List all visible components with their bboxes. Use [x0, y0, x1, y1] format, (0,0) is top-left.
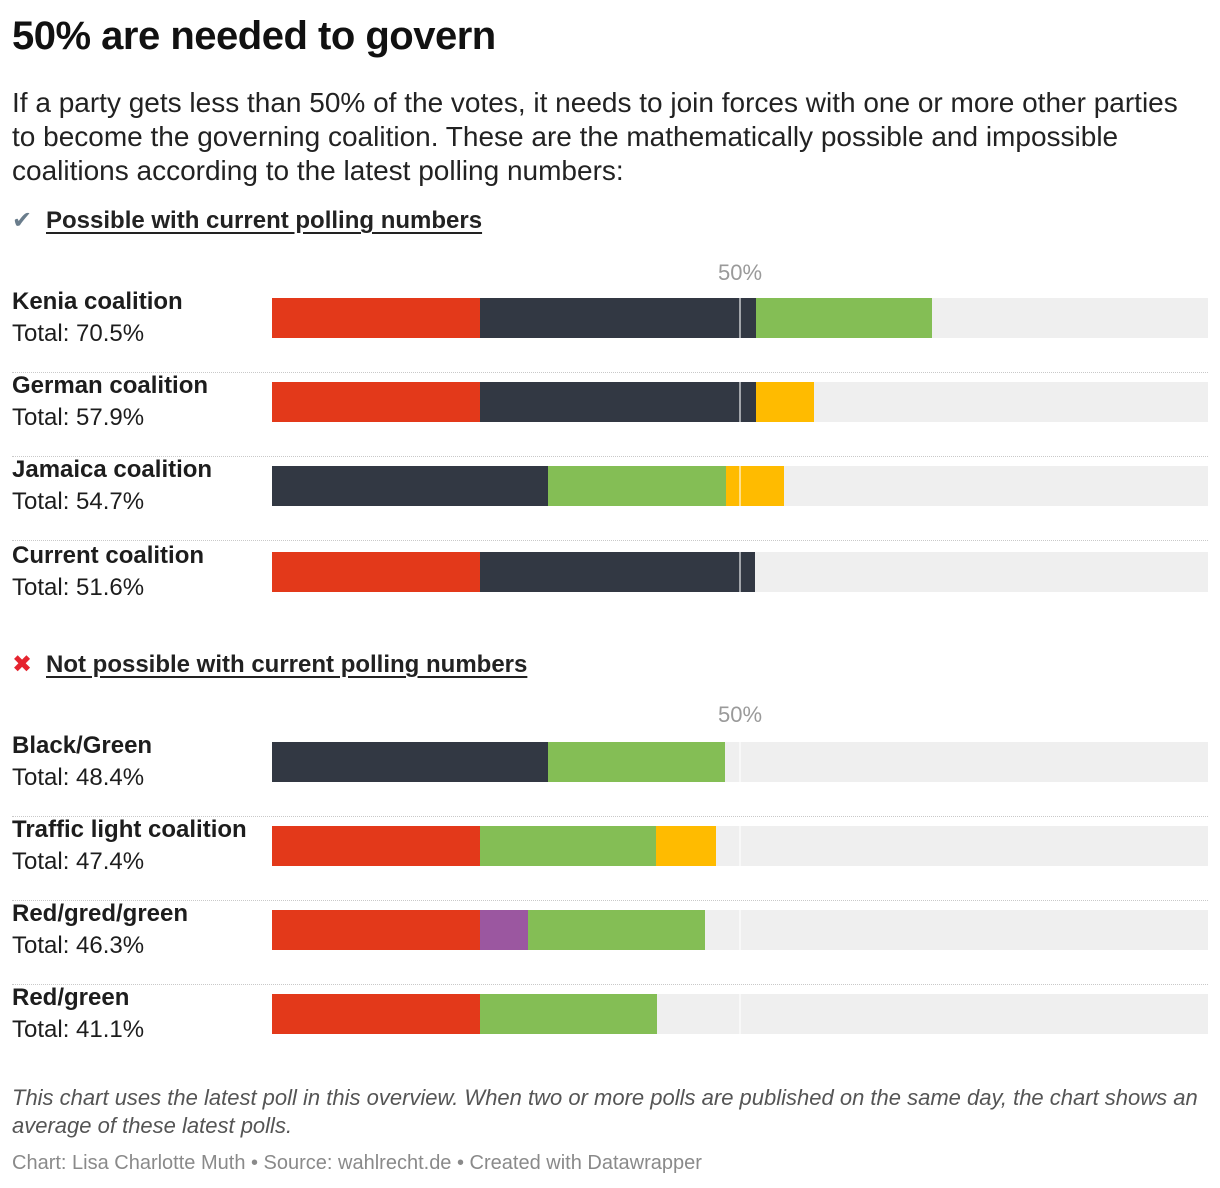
coalition-row: Red/gred/green Total: 46.3%	[12, 900, 1208, 985]
coalition-row: Traffic light coalition Total: 47.4%	[12, 816, 1208, 901]
coalition-row: German coalition Total: 57.9%	[12, 372, 1208, 457]
threshold-label-possible: 50%	[717, 260, 763, 285]
bar-segment-red	[272, 994, 480, 1034]
bar-segment-yellow	[725, 466, 784, 506]
bar-segment-red	[272, 382, 480, 422]
coalition-name: German coalition	[12, 372, 209, 399]
bar-track	[272, 742, 1208, 782]
threshold-line	[739, 910, 741, 950]
bar-segment-black	[272, 742, 549, 782]
chart-notes: This chart uses the latest poll in this …	[12, 1085, 1198, 1138]
coalition-name: Red/green	[12, 984, 130, 1011]
coalition-row: Black/Green Total: 48.4%	[12, 732, 1208, 817]
coalition-row: Red/green Total: 41.1%	[12, 984, 1208, 1068]
coalition-name: Red/gred/green	[12, 900, 189, 927]
bar-track	[272, 382, 1208, 422]
bar-segment-red	[272, 826, 480, 866]
bar-segment-green	[479, 826, 656, 866]
bar-segment-green	[479, 994, 657, 1034]
bar-segment-yellow	[655, 826, 716, 866]
bar-segment-black	[272, 466, 549, 506]
bar-segment-black	[479, 298, 756, 338]
coalition-row: Current coalition Total: 51.6%	[12, 542, 1208, 626]
cross-icon: ✖	[12, 651, 33, 678]
section-heading-not-possible: ✖ Not possible with current polling numbe…	[12, 650, 527, 679]
coalition-total: Total: 51.6%	[12, 574, 145, 601]
chart-title: 50% are needed to govern	[12, 14, 496, 58]
coalition-total: Total: 48.4%	[12, 764, 145, 791]
check-icon: ✔	[12, 207, 33, 234]
section-heading-not-possible-label: Not possible with current polling number…	[46, 651, 528, 678]
bar-track	[272, 826, 1208, 866]
bar-segment-green	[527, 910, 706, 950]
threshold-line	[739, 994, 741, 1034]
section-heading-possible: ✔ Possible with current polling numbers	[12, 206, 482, 235]
bar-segment-black	[479, 382, 756, 422]
threshold-label-not-possible: 50%	[717, 702, 763, 727]
coalition-total: Total: 47.4%	[12, 848, 145, 875]
bar-segment-green	[548, 742, 725, 782]
chart-description: If a party gets less than 50% of the vot…	[12, 87, 1178, 186]
bar-track	[272, 910, 1208, 950]
bar-segment-yellow	[755, 382, 814, 422]
chart-byline: Chart: Lisa Charlotte Muth • Source: wah…	[12, 1152, 702, 1174]
bar-segment-red	[272, 552, 480, 592]
coalition-total: Total: 57.9%	[12, 404, 145, 431]
threshold-line	[739, 742, 741, 782]
bar-segment-black	[479, 552, 755, 592]
coalition-total: Total: 41.1%	[12, 1016, 145, 1043]
coalition-name: Kenia coalition	[12, 288, 183, 315]
bar-segment-green	[548, 466, 726, 506]
bar-track	[272, 298, 1208, 338]
bar-segment-red	[272, 910, 480, 950]
coalition-name: Traffic light coalition	[12, 816, 247, 843]
coalition-row: Kenia coalition Total: 70.5%	[12, 288, 1208, 373]
coalition-name: Black/Green	[12, 732, 153, 759]
section-heading-possible-label: Possible with current polling numbers	[46, 207, 483, 234]
coalition-name: Jamaica coalition	[12, 456, 213, 483]
bar-track	[272, 994, 1208, 1034]
coalition-total: Total: 54.7%	[12, 488, 145, 515]
bar-segment-green	[755, 298, 932, 338]
bar-track	[272, 552, 1208, 592]
coalition-total: Total: 70.5%	[12, 320, 145, 347]
bar-track	[272, 466, 1208, 506]
bar-segment-purple	[479, 910, 528, 950]
coalition-row: Jamaica coalition Total: 54.7%	[12, 456, 1208, 541]
coalition-name: Current coalition	[12, 542, 205, 569]
bar-segment-red	[272, 298, 480, 338]
coalition-total: Total: 46.3%	[12, 932, 145, 959]
threshold-line	[739, 826, 741, 866]
